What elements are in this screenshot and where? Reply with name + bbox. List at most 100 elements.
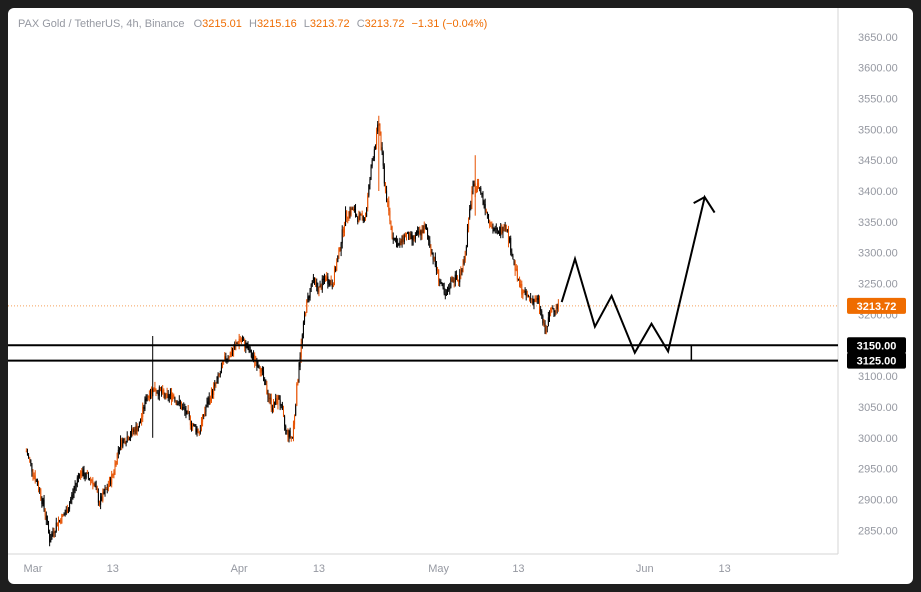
candle-body-up (76, 477, 78, 484)
candle-body-up (399, 241, 401, 246)
candle-body-down (386, 190, 388, 202)
candle-body-up (69, 503, 71, 509)
candle-body-up (73, 489, 75, 494)
candle-body-down (183, 407, 185, 409)
candle-body-down (267, 394, 269, 398)
candle-body-up (118, 447, 120, 450)
price-chart[interactable]: 2850.00 2900.00 2950.00 3000.00 3050.00 3100.… (8, 8, 913, 584)
candle-body-up (277, 396, 279, 405)
candle-body-down (320, 284, 322, 290)
candle-body-up (469, 209, 471, 218)
symbol-title: PAX Gold / TetherUS, 4h, Binance (18, 18, 185, 30)
candle-body-up (133, 429, 135, 432)
candle-body-down (40, 489, 42, 499)
candle-body-up (198, 432, 200, 434)
candle-body-down (203, 414, 205, 416)
candle-body-up (39, 489, 41, 491)
candle-body-up (147, 395, 149, 398)
candle-body-up (370, 166, 372, 180)
candle-body-down (132, 428, 134, 432)
candle-body-up (106, 488, 108, 490)
candle-body-up (298, 366, 300, 380)
candle-body-down (456, 279, 458, 281)
candle-body-up (177, 404, 179, 406)
candle-body-up (468, 217, 470, 229)
candle-body-up (269, 397, 271, 400)
candle-body-down (382, 152, 384, 166)
candle-body-up (70, 499, 72, 504)
candle-body-down (513, 259, 515, 262)
candle-body-up (554, 310, 556, 312)
candle-body-up (247, 345, 249, 348)
candle-body-up (214, 382, 216, 387)
candle-body-up (524, 291, 526, 293)
candle-body-up (535, 298, 537, 302)
candle-body-down (159, 387, 161, 391)
candle-body-down (361, 213, 363, 216)
candle-body-up (472, 185, 474, 191)
chart-panel[interactable]: PAX Gold / TetherUS, 4h, Binance O3215.0… (8, 8, 913, 584)
candle-body-up (421, 229, 423, 236)
candle-body-up (67, 508, 69, 513)
projection-path (560, 194, 716, 355)
support-lower-tag: 3125.00 (857, 356, 897, 368)
candle-body-up (417, 231, 419, 233)
candle-body-up (84, 477, 86, 479)
candle-body-up (295, 405, 297, 416)
candle-body-up (546, 326, 548, 328)
x-tick-label: 13 (512, 563, 524, 575)
candle-body-up (182, 407, 184, 410)
x-tick-label: 13 (718, 563, 730, 575)
candle-body-up (406, 233, 408, 237)
candle-body-up (169, 392, 171, 396)
candle-body-up (216, 379, 218, 384)
candle-body-up (338, 248, 340, 256)
candle-body-down (86, 473, 88, 475)
candle-body-down (530, 297, 532, 300)
candle-body-up (50, 539, 52, 543)
candle-body-up (175, 400, 177, 402)
candle-body-down (60, 520, 62, 523)
candle-body-down (259, 367, 261, 373)
candle-body-down (197, 429, 199, 433)
candle-body-up (350, 208, 352, 215)
candle-body-down (351, 208, 353, 210)
candle-body-up (419, 230, 421, 234)
candle-body-down (439, 281, 441, 283)
candle-body-down (156, 392, 158, 394)
candle-body-down (250, 349, 252, 358)
candle-body-down (124, 438, 126, 444)
candle-body-down (390, 221, 392, 227)
x-tick-label: May (428, 563, 449, 575)
candle-body-up (372, 158, 374, 161)
candle-body-up (93, 484, 95, 486)
candle-body-up (337, 255, 339, 262)
candle-body-down (189, 416, 191, 426)
candle-body-down (420, 230, 422, 236)
candle-body-down (342, 229, 344, 233)
candle-body-up (373, 149, 375, 159)
candle-body-up (333, 268, 335, 284)
candle-body-down (91, 479, 93, 482)
candle-body-up (165, 393, 167, 398)
current-price-tag: 3213.72 (857, 301, 897, 313)
candle-body-up (55, 522, 57, 532)
candle-body-up (200, 421, 202, 431)
candle-body-down (29, 457, 31, 461)
candle-body-up (104, 489, 106, 494)
candle-body-up (130, 435, 132, 439)
candle-body-up (465, 246, 467, 252)
candle-body-up (162, 389, 164, 394)
candle-body-down (536, 298, 538, 300)
projection-arrow-head (693, 196, 706, 205)
candle-body-up (222, 362, 224, 368)
candle-body-up (377, 124, 379, 132)
candle-body-up (168, 395, 170, 399)
candle-body-up (515, 268, 517, 271)
candle-body-up (504, 224, 506, 227)
candle-body-up (321, 278, 323, 290)
candle-body-up (304, 315, 306, 323)
candle-body-down (516, 268, 518, 280)
candle-body-up (545, 326, 547, 334)
candle-body-down (325, 278, 327, 281)
